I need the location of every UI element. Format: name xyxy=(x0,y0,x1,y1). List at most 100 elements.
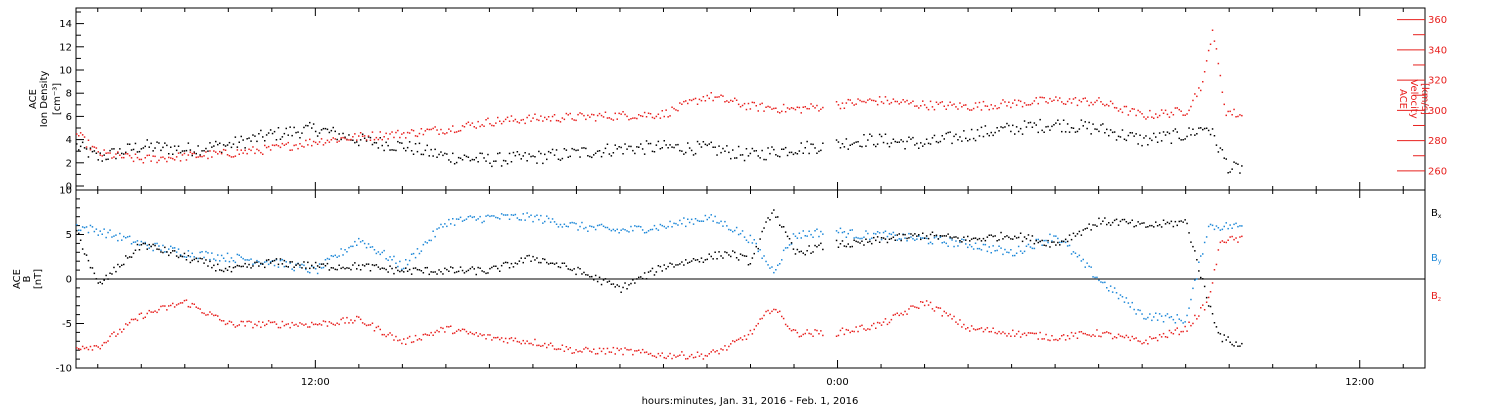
bx-point xyxy=(890,237,893,240)
bz-point xyxy=(694,356,697,358)
bz-point xyxy=(696,351,699,353)
bz-point xyxy=(524,342,526,345)
bx-point xyxy=(1029,239,1032,242)
ion-density-point xyxy=(473,159,475,161)
bz-point xyxy=(702,358,705,360)
ion-density-point xyxy=(800,142,802,144)
velocity-point xyxy=(1123,105,1126,108)
bz-point xyxy=(1155,337,1157,339)
bx-point xyxy=(953,236,955,238)
velocity-point xyxy=(714,96,716,98)
by-point xyxy=(875,233,877,235)
ion-density-point xyxy=(485,160,487,162)
velocity-point xyxy=(173,159,176,161)
bz-point xyxy=(301,323,303,325)
ion-density-point xyxy=(463,154,466,156)
bz-point xyxy=(1019,336,1022,338)
ion-density-point xyxy=(546,158,548,161)
velocity-point xyxy=(426,128,428,130)
ion-density-point xyxy=(504,160,507,162)
velocity-point xyxy=(820,108,822,110)
velocity-point xyxy=(587,114,589,117)
bz-point xyxy=(804,332,806,335)
ion-density-point xyxy=(671,146,673,148)
bx-point xyxy=(941,235,943,237)
by-point xyxy=(1094,276,1096,279)
bx-point xyxy=(1082,229,1084,231)
by-point xyxy=(583,227,585,230)
ion-density-point xyxy=(336,138,338,141)
ion-density-point xyxy=(645,140,648,142)
ion-density-point xyxy=(491,165,493,168)
by-point xyxy=(593,226,595,228)
ion-density-point xyxy=(890,142,893,144)
by-point xyxy=(804,235,806,237)
bz-point xyxy=(978,328,981,330)
ion-density-point xyxy=(530,155,532,158)
bz-point xyxy=(718,352,720,355)
velocity-point xyxy=(510,115,513,117)
by-point xyxy=(894,234,896,236)
velocity-point xyxy=(951,104,953,106)
bz-point xyxy=(612,346,615,349)
by-point xyxy=(1006,251,1008,253)
ion-density-point xyxy=(943,138,945,140)
by-point xyxy=(444,223,446,225)
by-point xyxy=(383,249,385,252)
bx-point xyxy=(920,238,922,241)
ion-density-point xyxy=(83,147,86,149)
velocity-point xyxy=(1066,100,1069,103)
velocity-point xyxy=(87,139,90,141)
by-point xyxy=(594,228,597,231)
bz-point xyxy=(430,331,432,334)
bz-point xyxy=(444,331,446,333)
bx-point xyxy=(886,241,889,244)
velocity-point xyxy=(996,107,998,110)
bz-point xyxy=(238,324,240,326)
by-point xyxy=(773,271,775,274)
bx-point xyxy=(275,258,278,260)
ion-density-point xyxy=(630,145,632,148)
bx-point xyxy=(99,281,101,283)
by-point xyxy=(628,231,630,233)
bz-point xyxy=(303,324,305,326)
by-point xyxy=(215,259,217,262)
bz-point xyxy=(814,329,816,331)
by-point xyxy=(199,251,201,254)
ion-density-point xyxy=(931,137,934,139)
ion-density-point xyxy=(1004,126,1006,128)
by-point xyxy=(279,259,282,262)
velocity-point xyxy=(845,102,848,104)
bx-point xyxy=(1047,239,1049,242)
bz-point xyxy=(972,328,975,330)
bz-point xyxy=(908,308,910,310)
velocity-point xyxy=(575,119,577,122)
bz-point xyxy=(1131,335,1133,338)
bx-point xyxy=(1043,244,1045,246)
bx-point xyxy=(1066,240,1069,243)
top-left-tick-label: 10 xyxy=(59,66,72,77)
ion-density-point xyxy=(1049,129,1051,131)
bz-point xyxy=(1233,238,1235,241)
by-point xyxy=(228,260,231,263)
bx-point xyxy=(414,267,417,269)
bx-point xyxy=(892,236,895,238)
ion-density-point xyxy=(128,143,131,145)
bz-point xyxy=(483,334,485,336)
velocity-point xyxy=(542,120,544,122)
ion-density-point xyxy=(714,146,716,148)
bz-point xyxy=(753,328,755,331)
ion-density-point xyxy=(726,145,728,147)
by-point xyxy=(226,252,229,255)
bz-point xyxy=(173,306,176,308)
bx-point xyxy=(330,267,333,269)
bz-point xyxy=(160,305,162,308)
velocity-point xyxy=(1094,101,1096,104)
bz-point xyxy=(741,339,744,341)
ion-density-point xyxy=(1033,122,1036,124)
bz-point xyxy=(675,356,677,358)
velocity-point xyxy=(391,131,393,133)
bz-point xyxy=(314,323,317,325)
ion-density-point xyxy=(438,153,440,156)
velocity-point xyxy=(1131,108,1133,110)
